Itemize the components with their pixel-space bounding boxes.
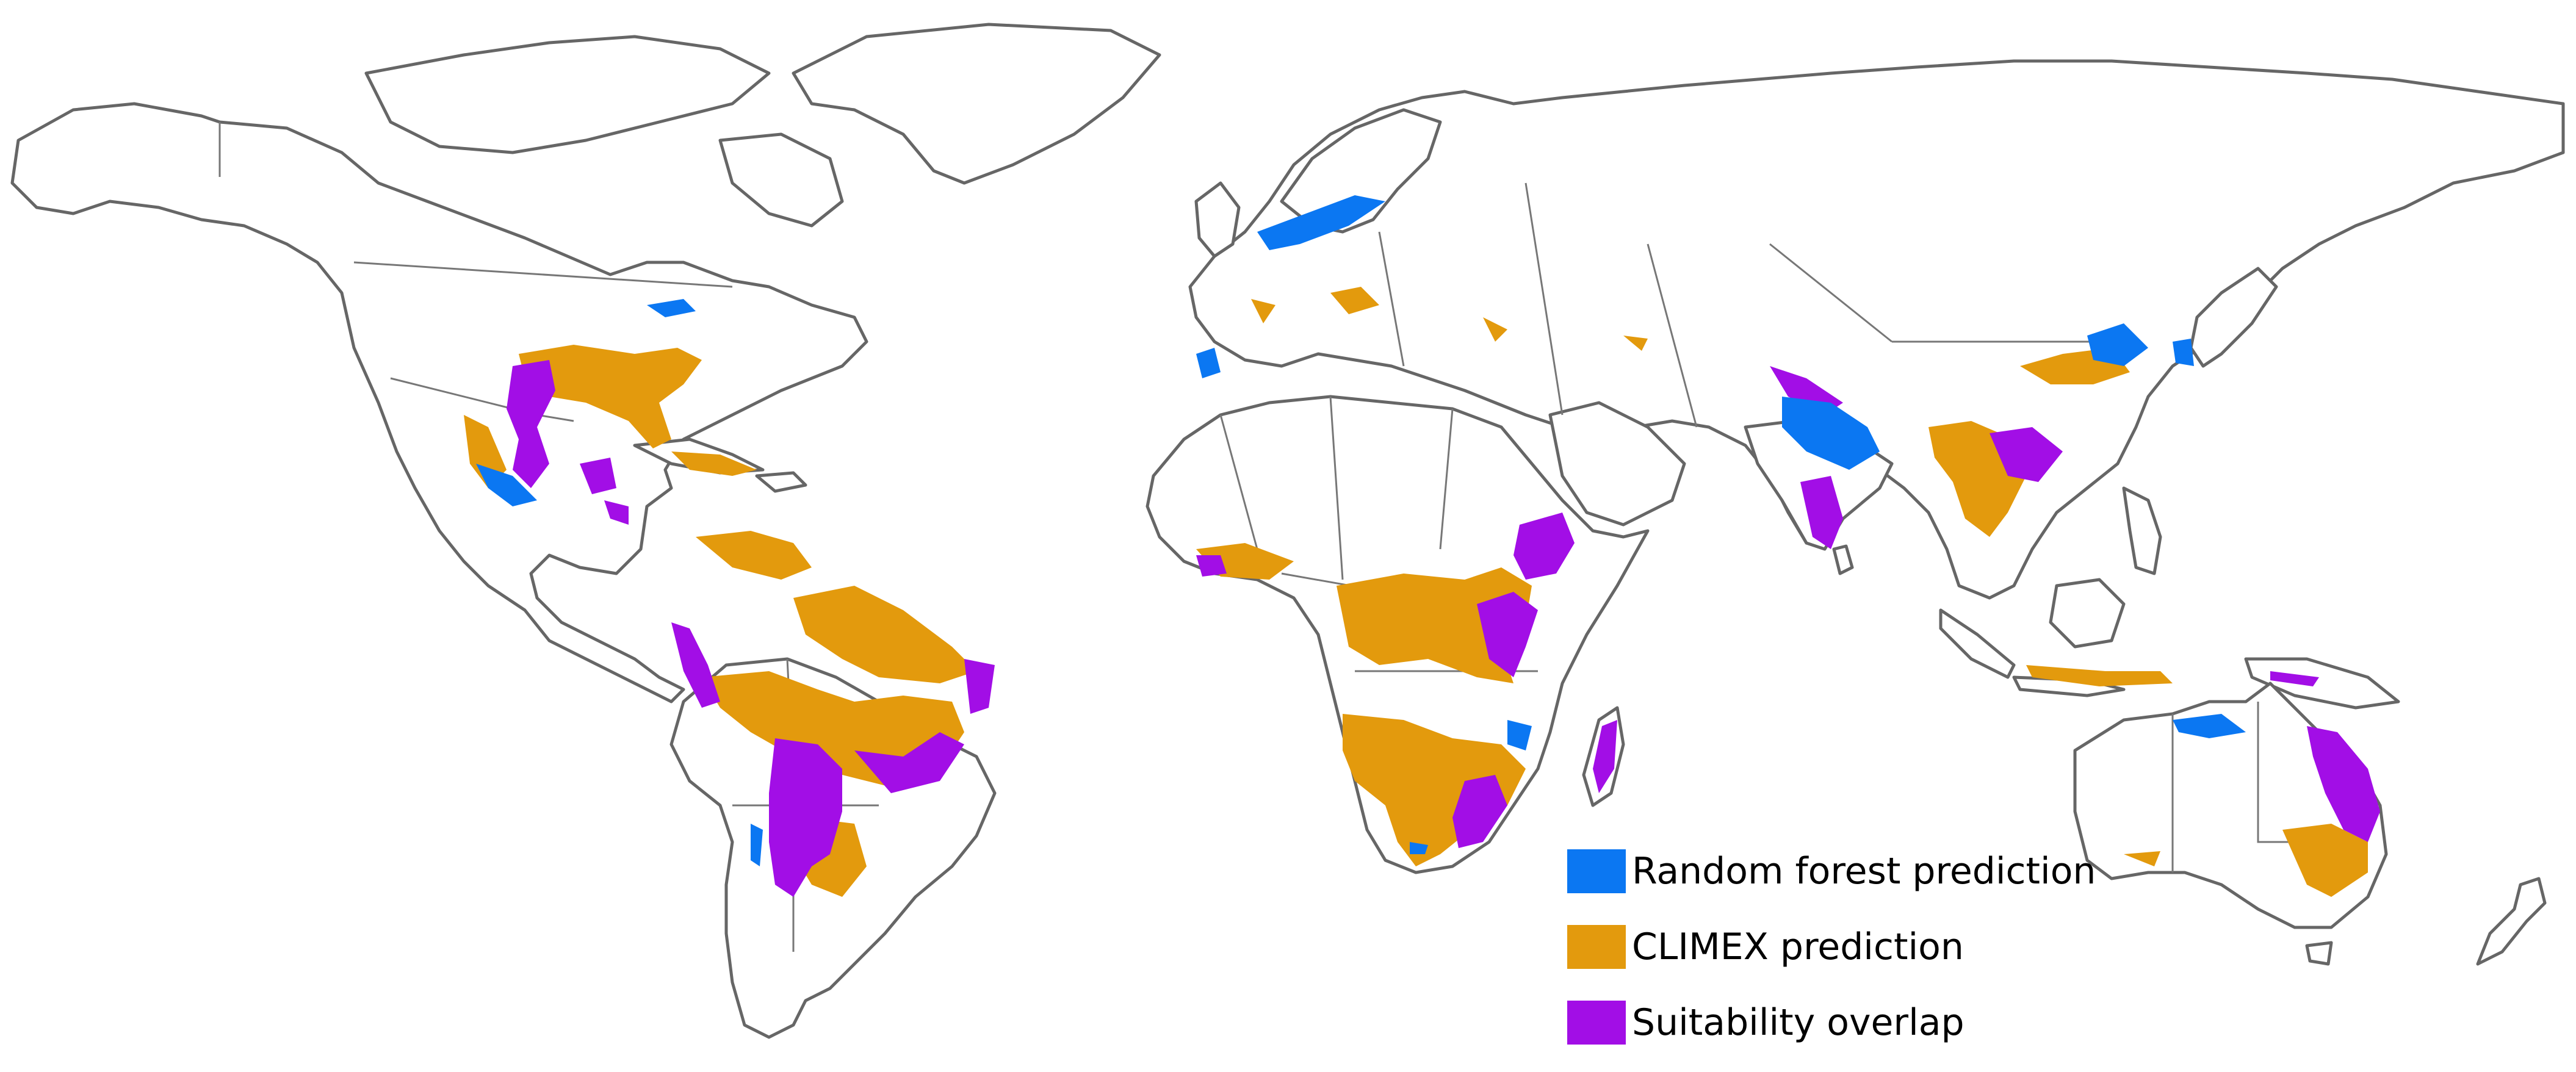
climex-area-mediterranean	[1251, 287, 1648, 351]
overlap-area-west-africa	[1196, 555, 1227, 577]
climex-area-central-africa	[1337, 567, 1532, 683]
legend-label-overlap: Suitability overlap	[1632, 1001, 1964, 1044]
legend-swatch-climex	[1567, 925, 1626, 969]
overlap-area-southeast-asia	[1990, 427, 2063, 482]
sri-lanka	[1832, 544, 1854, 575]
tasmania	[2305, 941, 2333, 966]
us-canada-border	[353, 261, 733, 288]
overlap-area-yucatan	[580, 458, 616, 494]
legend-swatch-random-forest	[1567, 849, 1626, 893]
climex-area-indonesia	[2026, 665, 2173, 686]
landmasses	[10, 23, 2565, 1039]
climex-area-southern-africa	[1343, 714, 1526, 866]
rf-area-south-africa	[1410, 842, 1428, 854]
overlap-area-east-africa	[1477, 592, 1538, 677]
climex-area-caribbean	[671, 451, 757, 476]
rf-area-iberia	[1196, 348, 1221, 378]
country-borders	[218, 122, 2368, 952]
new-guinea	[2244, 657, 2400, 710]
overlap-area-east-australia	[2307, 726, 2380, 842]
rf-area-india	[1782, 397, 1880, 470]
overlap-area-bolivia-paraguay	[769, 738, 842, 897]
great-britain	[1194, 181, 1241, 258]
climex-area-northern-australia	[2124, 851, 2160, 866]
overlap-area-new-guinea	[2270, 671, 2319, 686]
rf-area-north-australia	[2173, 714, 2246, 738]
overlap-area-south-brazil	[854, 732, 964, 793]
legend-item-climex: CLIMEX prediction	[1567, 921, 2096, 973]
rf-area-europe	[1257, 195, 1385, 250]
rf-area-east-africa	[1507, 720, 1532, 750]
legend-swatch-overlap	[1567, 1001, 1626, 1045]
map-legend: Random forest prediction CLIMEX predicti…	[1567, 845, 2096, 1072]
overlap-areas	[507, 360, 2380, 897]
overlap-area-mexico	[507, 360, 555, 488]
new-zealand	[2476, 877, 2547, 966]
rf-area-south-america-west	[751, 824, 763, 866]
legend-item-random-forest: Random forest prediction	[1567, 845, 2096, 898]
sumatra	[1939, 608, 2016, 679]
eurasia-borders	[1378, 182, 2136, 428]
overlap-area-east-brazil	[964, 659, 995, 714]
greenland	[792, 23, 1161, 185]
rf-area-mexico-west	[476, 464, 537, 506]
borneo	[2049, 578, 2126, 649]
legend-item-overlap: Suitability overlap	[1567, 996, 2096, 1049]
climex-area-east-australia	[2282, 824, 2368, 897]
overlap-area-india-south	[1800, 476, 1843, 549]
overlap-area-central-america	[604, 500, 629, 525]
north-america	[10, 102, 868, 703]
rf-area-korea	[2173, 339, 2194, 366]
overlap-area-southern-africa	[1452, 775, 1507, 848]
climex-area-southeast-us	[519, 345, 702, 448]
climex-area-colombia	[696, 531, 812, 580]
legend-label-random-forest: Random forest prediction	[1632, 850, 2096, 893]
rf-area-china	[2087, 323, 2148, 366]
climex-area-mexico	[464, 415, 507, 488]
random-forest-areas	[476, 195, 2246, 866]
overlap-area-andes	[671, 622, 720, 708]
overlap-area-ethiopia	[1513, 513, 1575, 580]
rf-area-northeast-us	[647, 299, 696, 317]
arctic-islands	[364, 35, 771, 154]
legend-label-climex: CLIMEX prediction	[1632, 926, 1964, 968]
climex-area-amazon-north	[793, 586, 976, 683]
philippines	[2122, 486, 2162, 575]
arabia	[1548, 401, 1686, 527]
baffin-island	[718, 132, 844, 228]
hispaniola	[755, 471, 807, 493]
overlap-area-madagascar	[1593, 720, 1617, 793]
japan	[2189, 267, 2278, 368]
